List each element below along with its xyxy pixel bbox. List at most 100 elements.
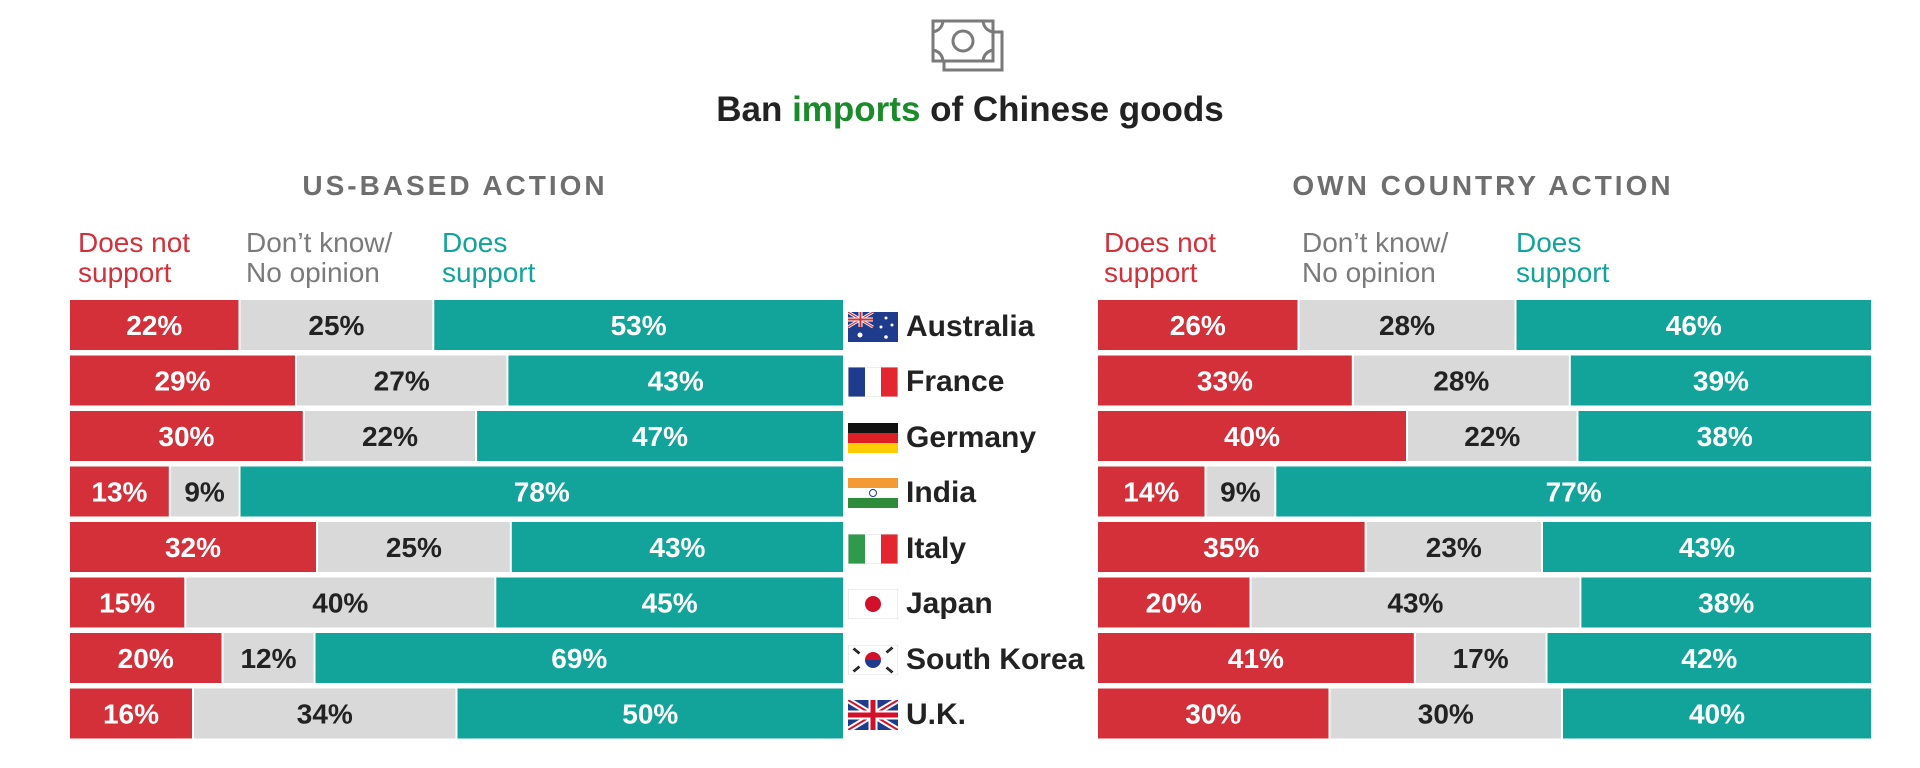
bar-not-support-italy	[1098, 522, 1365, 572]
bar-support-germany	[477, 411, 843, 461]
bar-not-support-germany	[1098, 411, 1406, 461]
data-label-support-japan: 45%	[642, 588, 698, 619]
country-row-india: India	[848, 473, 976, 513]
data-label-dont-know-japan: 40%	[312, 588, 368, 619]
bar-support-france	[1570, 355, 1872, 406]
data-label-not-support-india: 14%	[1123, 477, 1179, 508]
legend-not-support-left: Does not support	[78, 227, 191, 288]
bar-support-india	[1276, 466, 1872, 517]
bar-not-support-india	[1098, 466, 1205, 517]
data-label-support-india: 78%	[514, 477, 570, 508]
bar-not-support-japan	[1098, 577, 1250, 628]
bar-dont-know-u-k	[194, 688, 456, 739]
bar-dont-know-australia	[240, 300, 433, 350]
bar-support-india	[240, 466, 843, 517]
data-label-support-australia: 46%	[1666, 310, 1722, 341]
data-label-dont-know-u-k: 34%	[297, 699, 353, 730]
legend-support-right: Does support	[1516, 227, 1610, 288]
data-label-not-support-italy: 32%	[165, 532, 221, 563]
bar-support-germany	[1578, 411, 1871, 461]
uk-flag-icon	[848, 700, 898, 730]
us-based-action-chart: 22% 25% 53% 29% 27% 43% 30% 22% 47% 13% 9% 78% 32% 25…	[70, 300, 844, 739]
data-label-dont-know-india: 9%	[184, 477, 225, 508]
bar-dont-know-italy	[1366, 522, 1542, 572]
bar-not-support-u-k	[70, 688, 192, 739]
bar-not-support-italy	[70, 522, 316, 572]
data-label-not-support-u-k: 30%	[1185, 699, 1241, 730]
data-label-not-support-japan: 15%	[99, 588, 155, 619]
data-label-dont-know-japan: 43%	[1387, 588, 1443, 619]
country-row-australia: Australia	[848, 307, 1034, 347]
data-label-not-support-germany: 30%	[158, 421, 214, 452]
data-label-support-india: 77%	[1546, 477, 1602, 508]
data-label-dont-know-italy: 23%	[1426, 532, 1482, 563]
bar-dont-know-u-k	[1330, 688, 1561, 739]
bar-not-support-france	[1098, 355, 1352, 406]
bar-support-japan	[1581, 577, 1871, 628]
bar-dont-know-south-korea	[1415, 633, 1546, 683]
data-label-not-support-south-korea: 41%	[1228, 643, 1284, 674]
data-label-support-japan: 38%	[1698, 588, 1754, 619]
bar-support-japan	[496, 577, 844, 628]
title-accent: imports	[792, 90, 921, 129]
country-row-japan: Japan	[848, 584, 993, 624]
bar-support-south-korea	[1547, 633, 1871, 683]
country-name: Japan	[906, 587, 993, 620]
bar-dont-know-japan	[1251, 577, 1580, 628]
bar-dont-know-germany	[304, 411, 475, 461]
data-label-support-u-k: 50%	[622, 699, 678, 730]
panel-title-us: US-BASED ACTION	[302, 170, 608, 201]
bar-support-u-k	[1563, 688, 1871, 739]
data-label-support-germany: 38%	[1697, 421, 1753, 452]
bar-support-italy	[511, 522, 844, 572]
data-label-not-support-japan: 20%	[1146, 588, 1202, 619]
bar-dont-know-india	[170, 466, 239, 517]
bar-not-support-australia	[1098, 300, 1298, 350]
data-label-dont-know-south-korea: 12%	[240, 643, 296, 674]
bar-dont-know-france	[297, 355, 507, 406]
data-label-support-south-korea: 42%	[1681, 643, 1737, 674]
bar-not-support-france	[70, 355, 295, 406]
data-label-dont-know-india: 9%	[1220, 477, 1261, 508]
data-label-support-italy: 43%	[649, 532, 705, 563]
bar-dont-know-france	[1353, 355, 1569, 406]
bar-not-support-south-korea	[1098, 633, 1414, 683]
data-label-dont-know-italy: 25%	[386, 532, 442, 563]
bar-not-support-japan	[70, 577, 185, 628]
bar-not-support-u-k	[1098, 688, 1329, 739]
data-label-not-support-italy: 35%	[1203, 532, 1259, 563]
data-label-dont-know-germany: 22%	[1464, 421, 1520, 452]
legend-dont-know-right: Don’t know/No opinion	[1302, 227, 1449, 288]
bar-support-australia	[434, 300, 844, 350]
legend-support-left: Does support	[442, 227, 536, 288]
australia-flag-icon	[848, 312, 898, 342]
country-row-south-korea: South Korea	[848, 640, 1084, 680]
data-label-not-support-australia: 26%	[1170, 310, 1226, 341]
chart-title: Ban imports of Chinese goods	[716, 90, 1224, 129]
country-name: Italy	[906, 532, 967, 565]
data-label-dont-know-australia: 25%	[308, 310, 364, 341]
data-label-not-support-france: 29%	[154, 366, 210, 397]
data-label-support-france: 43%	[648, 366, 704, 397]
country-name: U.K.	[906, 698, 966, 731]
south-korea-flag-icon	[848, 645, 898, 675]
bar-support-u-k	[457, 688, 843, 739]
france-flag-icon	[848, 367, 898, 397]
data-label-support-france: 39%	[1693, 366, 1749, 397]
bar-dont-know-india	[1206, 466, 1275, 517]
country-row-italy: Italy	[848, 529, 966, 569]
bar-support-italy	[1543, 522, 1871, 572]
country-name: India	[906, 476, 977, 509]
country-name: Germany	[906, 421, 1037, 454]
country-row-germany: Germany	[848, 418, 1036, 458]
bar-dont-know-germany	[1408, 411, 1577, 461]
data-label-not-support-germany: 40%	[1224, 421, 1280, 452]
data-label-not-support-india: 13%	[91, 477, 147, 508]
data-label-dont-know-australia: 28%	[1379, 310, 1435, 341]
bar-support-australia	[1516, 300, 1871, 350]
data-label-dont-know-south-korea: 17%	[1453, 643, 1509, 674]
japan-flag-icon	[848, 589, 898, 619]
country-name: South Korea	[906, 643, 1085, 676]
country-row-france: France	[848, 362, 1004, 402]
bar-dont-know-japan	[186, 577, 495, 628]
